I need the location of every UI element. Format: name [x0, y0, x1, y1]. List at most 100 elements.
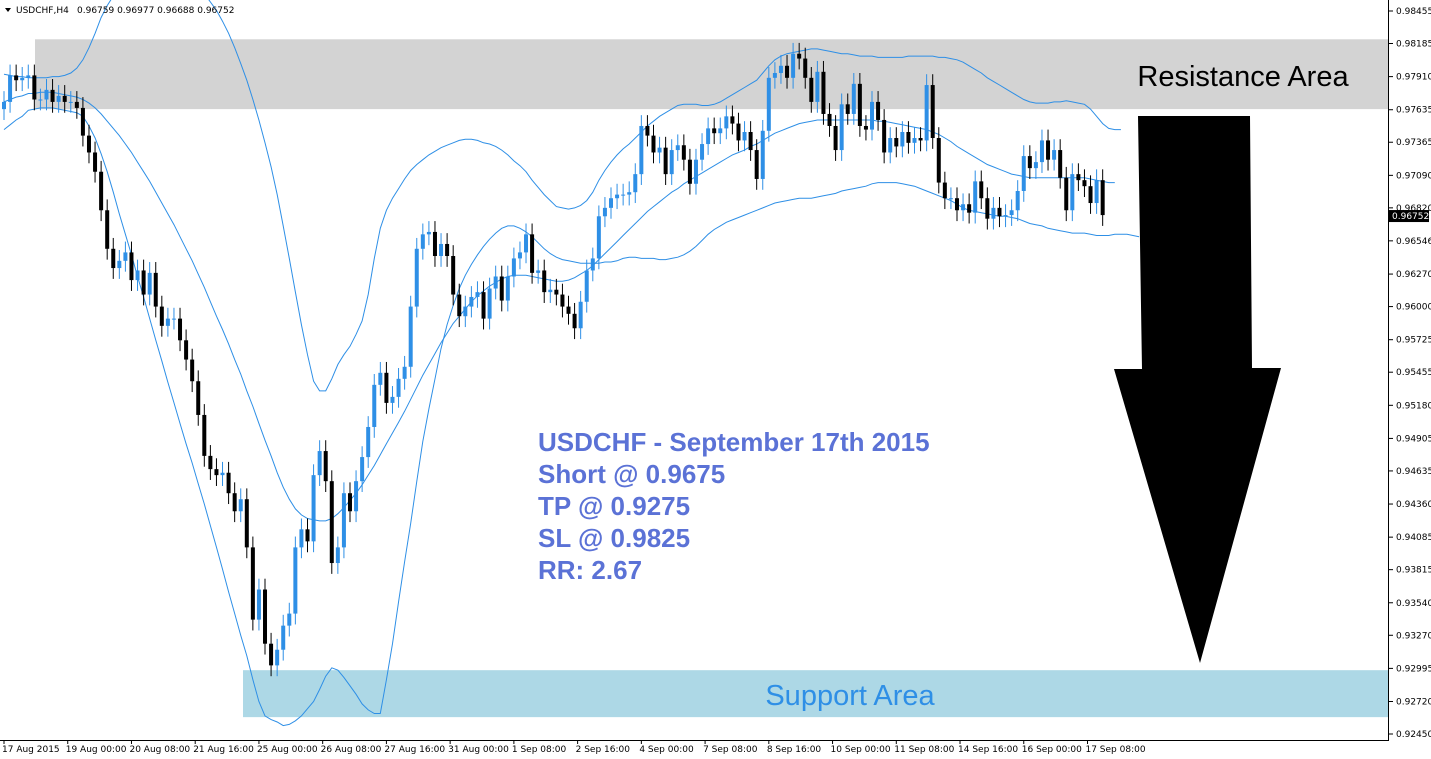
candle	[809, 66, 814, 113]
candle	[93, 141, 98, 183]
candle	[991, 197, 996, 230]
candle	[985, 187, 990, 230]
candle	[8, 64, 13, 113]
candle	[596, 205, 601, 270]
candle	[918, 127, 923, 152]
candle	[1039, 129, 1044, 173]
candle	[2, 91, 6, 120]
candle	[196, 370, 201, 426]
support-label: Support Area	[765, 680, 935, 712]
support-zone	[243, 670, 1388, 718]
candle	[505, 265, 510, 312]
price-tick-label: 0.96270	[1396, 270, 1431, 280]
candle	[439, 233, 444, 267]
candle	[263, 578, 268, 655]
candle	[639, 115, 644, 185]
candle	[517, 241, 522, 270]
trade-annotation: USDCHF - September 17th 2015 Short @ 0.9…	[538, 427, 930, 585]
candle	[936, 127, 941, 194]
candle	[62, 85, 67, 113]
candle	[803, 47, 808, 89]
header-dropdown-icon[interactable]	[5, 8, 11, 12]
candle	[487, 277, 492, 330]
price-tick-label: 0.98455	[1396, 7, 1431, 17]
candle	[961, 193, 966, 222]
candle	[475, 281, 480, 308]
candle	[863, 115, 868, 141]
candle	[663, 136, 668, 185]
candle	[1027, 145, 1032, 179]
candle	[26, 64, 31, 89]
time-tick-label: 2 Sep 16:00	[576, 745, 631, 755]
candle	[706, 117, 711, 155]
candle	[178, 307, 183, 352]
candle	[123, 241, 128, 272]
candle	[366, 416, 371, 468]
candle	[372, 374, 377, 438]
candle	[469, 286, 474, 318]
candle	[590, 247, 595, 282]
candle	[1070, 163, 1075, 222]
candle	[542, 259, 547, 303]
time-tick-label: 14 Sep 16:00	[958, 745, 1018, 755]
candle	[1052, 139, 1057, 171]
candle	[32, 64, 37, 111]
candle	[378, 361, 383, 396]
annotation-short: Short @ 0.9675	[538, 459, 725, 489]
candle	[973, 170, 978, 224]
price-tick-label: 0.93540	[1396, 599, 1431, 609]
time-tick-label: 25 Aug 00:00	[257, 745, 318, 755]
candle	[226, 461, 231, 505]
current-price-tag: 0.96752	[1389, 210, 1429, 223]
time-tick-label: 10 Sep 00:00	[831, 745, 891, 755]
candle	[214, 458, 219, 486]
candle	[354, 470, 359, 523]
candle	[44, 79, 49, 111]
candle	[560, 283, 565, 318]
price-tick-label: 0.94360	[1396, 500, 1431, 510]
candle	[86, 124, 91, 164]
candle	[293, 536, 298, 625]
candle	[463, 295, 468, 328]
price-tick-label: 0.98185	[1396, 40, 1431, 50]
candle	[772, 62, 777, 89]
time-axis: 17 Aug 2015 19 Aug 00:00 20 Aug 08:00 21 Au…	[2, 740, 1146, 755]
candle	[524, 223, 529, 264]
candle	[530, 223, 535, 284]
price-tick-label: 0.96820	[1396, 204, 1431, 214]
bb-upper-line	[3, 0, 1121, 392]
candle	[845, 93, 850, 125]
annotation-title: USDCHF - September 17th 2015	[538, 427, 930, 457]
time-tick-label: 20 Aug 08:00	[129, 745, 190, 755]
candle	[335, 536, 340, 574]
time-tick-label: 17 Aug 2015	[2, 745, 60, 755]
time-tick-label: 4 Sep 00:00	[639, 745, 694, 755]
candle	[675, 134, 680, 161]
resistance-label: Resistance Area	[1137, 61, 1349, 93]
candle	[208, 445, 213, 480]
price-tick-label: 0.93815	[1396, 566, 1431, 576]
candle	[38, 88, 43, 111]
candle	[305, 518, 310, 553]
svg-text:0.96752: 0.96752	[1392, 212, 1429, 222]
candle	[299, 518, 304, 559]
candle	[408, 295, 413, 378]
candle	[1015, 180, 1020, 222]
price-tick-label: 0.97910	[1396, 73, 1431, 83]
price-tick-label: 0.94905	[1396, 434, 1431, 444]
price-tick-label: 0.95180	[1396, 401, 1431, 411]
candle	[360, 446, 365, 492]
candle	[906, 121, 911, 154]
price-tick-label: 0.96000	[1396, 303, 1431, 313]
candle	[621, 183, 626, 206]
candle	[451, 245, 456, 306]
candle	[785, 54, 790, 89]
candle	[50, 79, 55, 113]
chart-header: USDCHF,H4 0.96759 0.96977 0.96688 0.9675…	[5, 6, 234, 16]
time-tick-label: 31 Aug 00:00	[448, 745, 509, 755]
candle	[135, 259, 140, 291]
candle	[56, 85, 61, 113]
candle	[760, 119, 765, 190]
annotation-rr: RR: 2.67	[538, 555, 642, 585]
